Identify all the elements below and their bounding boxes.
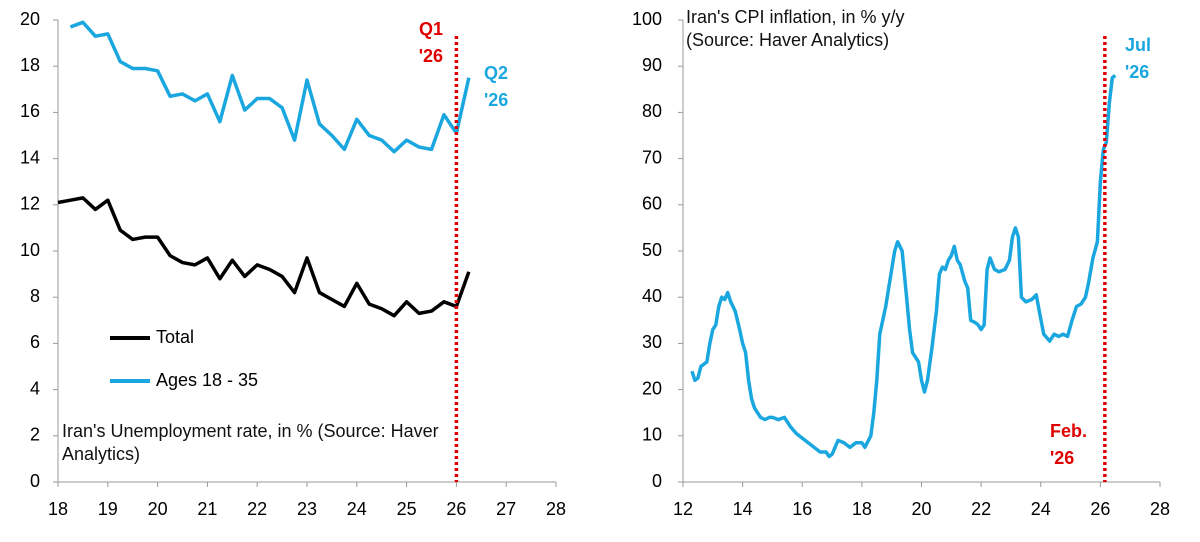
- y-tick-label: 70: [642, 147, 662, 167]
- annotation: Feb.: [1050, 421, 1087, 441]
- annotation: Q1: [419, 19, 443, 39]
- x-tick-label: 20: [148, 499, 168, 519]
- data-line: [69, 20, 471, 154]
- y-tick-label: 4: [30, 378, 40, 398]
- x-tick-label: 27: [496, 499, 516, 519]
- annotation: '26: [1125, 62, 1149, 82]
- y-tick-label: 100: [632, 9, 662, 29]
- chart-title: Iran's CPI inflation, in % y/y (Source: …: [686, 7, 905, 50]
- y-tick-label: 60: [642, 194, 662, 214]
- y-tick-label: 16: [20, 101, 40, 121]
- y-tick-label: 90: [642, 55, 662, 75]
- annotation: '26: [1050, 448, 1074, 468]
- x-tick-label: 23: [297, 499, 317, 519]
- x-tick-label: 19: [98, 499, 118, 519]
- x-tick-label: 24: [1031, 499, 1051, 519]
- x-tick-label: 18: [48, 499, 68, 519]
- annotation: '26: [419, 46, 443, 66]
- y-tick-label: 10: [642, 425, 662, 445]
- title-box: Iran's CPI inflation, in % y/y (Source: …: [686, 7, 905, 50]
- y-tick-label: 8: [30, 286, 40, 306]
- x-tick-label: 25: [397, 499, 417, 519]
- y-tick-label: 18: [20, 55, 40, 75]
- y-tick-label: 20: [20, 9, 40, 29]
- x-tick-label: 26: [446, 499, 466, 519]
- x-tick-label: 22: [247, 499, 267, 519]
- y-tick-label: 20: [642, 378, 662, 398]
- x-tick-label: 28: [1150, 499, 1170, 519]
- x-tick-label: 21: [197, 499, 217, 519]
- data-line: [690, 74, 1117, 459]
- x-tick-label: 26: [1090, 499, 1110, 519]
- annotation: Jul: [1125, 35, 1151, 55]
- x-tick-label: 20: [911, 499, 931, 519]
- title-box: Iran's Unemployment rate, in % (Source: …: [62, 421, 439, 464]
- annotation: '26: [484, 90, 508, 110]
- x-tick-label: 22: [971, 499, 991, 519]
- y-tick-label: 14: [20, 147, 40, 167]
- x-tick-label: 16: [792, 499, 812, 519]
- data-line: [57, 196, 471, 318]
- y-tick-label: 10: [20, 240, 40, 260]
- y-tick-label: 50: [642, 240, 662, 260]
- chart-title: Iran's Unemployment rate, in % (Source: …: [62, 421, 439, 464]
- x-tick-label: 28: [546, 499, 566, 519]
- legend-label: Total: [156, 327, 194, 347]
- x-tick-label: 12: [673, 499, 693, 519]
- y-tick-label: 30: [642, 332, 662, 352]
- y-tick-label: 80: [642, 101, 662, 121]
- y-tick-label: 12: [20, 194, 40, 214]
- y-tick-label: 6: [30, 332, 40, 352]
- y-tick-label: 40: [642, 286, 662, 306]
- x-tick-label: 14: [733, 499, 753, 519]
- y-tick-label: 0: [652, 471, 662, 491]
- legend-label: Ages 18 - 35: [156, 370, 258, 390]
- y-tick-label: 2: [30, 425, 40, 445]
- annotation: Q2: [484, 63, 508, 83]
- y-tick-label: 0: [30, 471, 40, 491]
- x-tick-label: 24: [347, 499, 367, 519]
- x-tick-label: 18: [852, 499, 872, 519]
